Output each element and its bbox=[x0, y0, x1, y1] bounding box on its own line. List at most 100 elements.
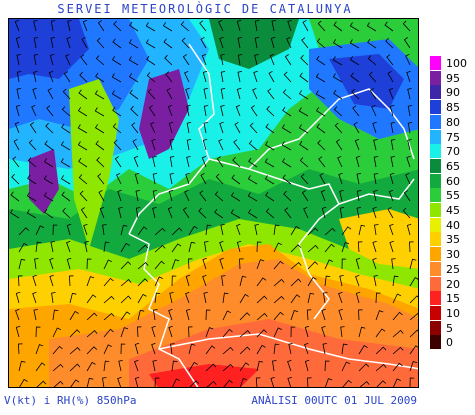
wind-barb bbox=[340, 326, 345, 338]
wind-barb bbox=[264, 175, 275, 185]
wind-barb bbox=[301, 190, 309, 202]
wind-barb bbox=[48, 70, 54, 83]
wind-barb bbox=[169, 292, 174, 304]
wind-barb bbox=[332, 73, 343, 83]
legend-label: 45 bbox=[446, 204, 460, 217]
wind-barb bbox=[79, 71, 88, 83]
legend-level: 15 bbox=[430, 291, 475, 306]
wind-barb bbox=[44, 140, 54, 151]
wind-barb bbox=[15, 325, 21, 338]
wind-barb bbox=[273, 224, 280, 236]
wind-barb bbox=[86, 346, 98, 355]
wind-barb bbox=[320, 189, 326, 202]
wind-barb bbox=[250, 105, 258, 117]
wind-barb bbox=[306, 309, 312, 321]
legend-swatch bbox=[430, 335, 441, 350]
wind-barb bbox=[315, 73, 326, 83]
legend-swatch bbox=[430, 114, 441, 129]
wind-barb bbox=[43, 192, 54, 202]
wind-barb bbox=[233, 139, 241, 151]
wind-barb bbox=[13, 138, 20, 151]
legend-label: 60 bbox=[446, 174, 460, 188]
wind-barb bbox=[358, 224, 366, 236]
wind-barb bbox=[284, 54, 292, 66]
wind-barb bbox=[188, 343, 196, 355]
wind-barb bbox=[219, 257, 224, 270]
legend-label: 65 bbox=[446, 159, 460, 173]
wind-barb bbox=[35, 225, 45, 236]
wind-barb bbox=[168, 121, 174, 134]
wind-barb bbox=[290, 225, 300, 236]
wind-barb bbox=[78, 157, 88, 168]
wind-barb bbox=[219, 36, 224, 49]
wind-barb bbox=[409, 295, 418, 304]
wind-barb bbox=[290, 294, 301, 304]
legend-label: 85 bbox=[446, 101, 460, 115]
wind-barb bbox=[154, 377, 160, 387]
wind-barb bbox=[95, 140, 105, 151]
legend-level: 65 bbox=[430, 158, 475, 173]
iberian-west-coast bbox=[128, 233, 199, 387]
wind-barb bbox=[287, 376, 292, 387]
wind-barb bbox=[163, 38, 173, 49]
wind-barb bbox=[120, 224, 128, 236]
wind-barb bbox=[324, 275, 331, 287]
wind-barb bbox=[268, 70, 275, 83]
wind-barb bbox=[407, 139, 412, 151]
wind-barb bbox=[387, 206, 394, 219]
wind-barb bbox=[376, 380, 387, 387]
wind-barb bbox=[62, 88, 71, 100]
wind-barb bbox=[222, 310, 232, 321]
wind-barb bbox=[19, 378, 28, 387]
wind-barb bbox=[204, 241, 209, 253]
legend-level: 85 bbox=[430, 100, 475, 115]
wind-barb bbox=[307, 292, 315, 304]
wind-barb bbox=[234, 121, 241, 134]
legend-label: 10 bbox=[446, 306, 460, 320]
wind-barb bbox=[237, 37, 242, 49]
wind-barb bbox=[218, 138, 224, 151]
wind-barb bbox=[147, 88, 156, 100]
wind-barb bbox=[315, 107, 326, 117]
wind-barb bbox=[318, 156, 326, 168]
wind-barb bbox=[186, 139, 192, 151]
wind-barb bbox=[182, 54, 190, 66]
legend-level: 5 bbox=[430, 320, 475, 335]
legend-level: 30 bbox=[430, 247, 475, 262]
wind-barb bbox=[86, 258, 92, 270]
wind-barb bbox=[103, 277, 114, 287]
wind-barb bbox=[372, 257, 377, 270]
wind-barb bbox=[94, 124, 105, 134]
wind-barb bbox=[220, 88, 226, 100]
wind-barb bbox=[34, 258, 39, 270]
legend-level: 90 bbox=[430, 85, 475, 100]
wind-barb bbox=[214, 191, 224, 202]
wind-barb bbox=[137, 293, 147, 304]
wind-barb bbox=[324, 259, 333, 270]
wind-barb bbox=[86, 361, 96, 372]
wind-barb bbox=[35, 362, 46, 372]
wind-barb bbox=[298, 90, 309, 100]
wind-barb bbox=[171, 259, 180, 270]
legend-swatch bbox=[430, 144, 441, 159]
wind-barb bbox=[188, 326, 193, 338]
wind-barb bbox=[120, 295, 132, 304]
wind-barb bbox=[32, 87, 37, 100]
wind-barb bbox=[338, 291, 343, 304]
legend-label: 100 bbox=[446, 57, 467, 70]
wind-barb bbox=[69, 347, 81, 355]
wind-barb bbox=[150, 121, 156, 134]
wind-barb bbox=[16, 71, 22, 83]
wind-barb bbox=[254, 54, 259, 66]
wind-barb bbox=[98, 189, 105, 202]
wind-barb bbox=[17, 343, 23, 355]
wind-barb bbox=[339, 190, 344, 202]
wind-barb bbox=[389, 223, 394, 236]
wind-barb bbox=[218, 19, 224, 32]
wind-barb bbox=[186, 104, 191, 117]
legend-level: 55 bbox=[430, 188, 475, 203]
legend-label: 55 bbox=[446, 189, 460, 203]
wind-barb bbox=[53, 380, 64, 387]
wind-barb bbox=[69, 292, 77, 304]
wind-barb bbox=[120, 261, 132, 270]
